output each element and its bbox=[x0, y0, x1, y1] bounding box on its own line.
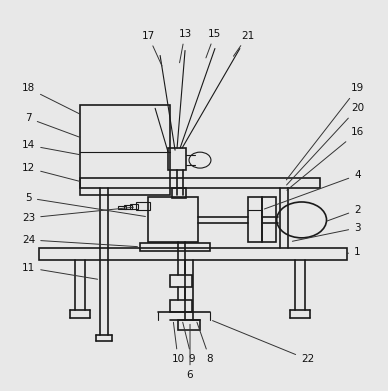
Text: 11: 11 bbox=[22, 263, 98, 279]
Text: 22: 22 bbox=[213, 321, 314, 364]
Bar bbox=[130, 204, 138, 209]
Text: 17: 17 bbox=[142, 30, 162, 66]
Text: 6: 6 bbox=[187, 324, 193, 380]
Text: 16: 16 bbox=[287, 127, 364, 190]
Text: 14: 14 bbox=[22, 140, 80, 154]
Text: 13: 13 bbox=[178, 29, 192, 63]
Text: 23: 23 bbox=[22, 207, 133, 223]
Bar bbox=[124, 205, 132, 209]
Bar bbox=[262, 197, 276, 242]
Text: 4: 4 bbox=[264, 170, 361, 209]
Bar bbox=[38, 248, 347, 260]
Text: 7: 7 bbox=[25, 113, 80, 137]
Text: 21: 21 bbox=[234, 30, 255, 56]
Bar bbox=[170, 300, 192, 312]
Text: 18: 18 bbox=[22, 83, 80, 114]
Bar bbox=[172, 188, 186, 198]
Bar bbox=[178, 319, 200, 330]
Bar bbox=[248, 197, 262, 242]
Text: 3: 3 bbox=[293, 223, 361, 241]
Text: 24: 24 bbox=[22, 235, 137, 247]
Bar bbox=[168, 148, 186, 170]
Text: 15: 15 bbox=[206, 29, 222, 58]
Bar bbox=[136, 202, 150, 210]
Text: 2: 2 bbox=[327, 205, 361, 221]
Text: 10: 10 bbox=[171, 322, 185, 364]
Bar bbox=[80, 178, 320, 188]
Text: 20: 20 bbox=[287, 103, 364, 185]
Text: 9: 9 bbox=[183, 322, 195, 364]
Bar bbox=[170, 275, 192, 287]
Text: 5: 5 bbox=[25, 193, 146, 217]
Bar bbox=[80, 105, 170, 195]
Text: 12: 12 bbox=[22, 163, 80, 181]
Bar bbox=[148, 197, 198, 242]
Text: 8: 8 bbox=[197, 322, 213, 364]
Bar bbox=[140, 243, 210, 251]
Text: 1: 1 bbox=[347, 247, 361, 257]
Text: 19: 19 bbox=[286, 83, 364, 180]
Bar bbox=[118, 206, 126, 209]
